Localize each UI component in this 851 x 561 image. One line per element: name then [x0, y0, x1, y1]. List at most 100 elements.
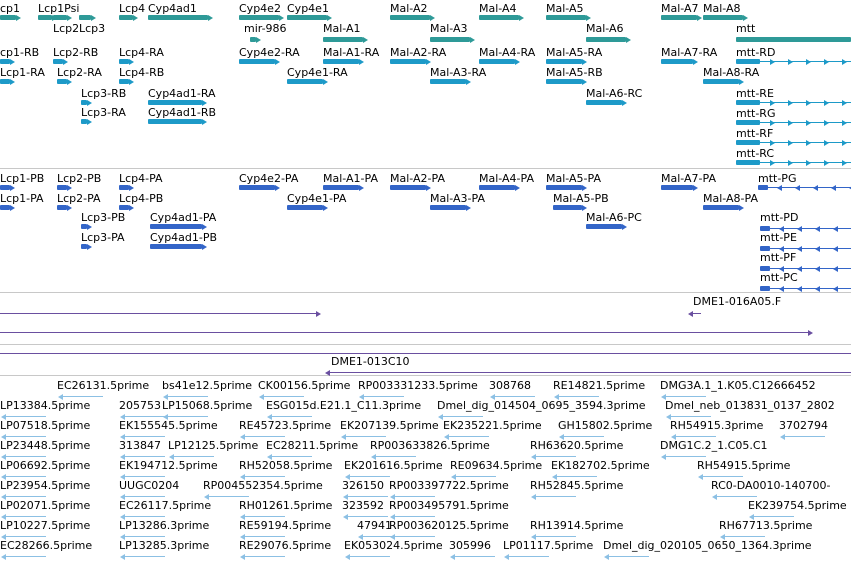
gene-feature[interactable] — [119, 15, 133, 20]
est-label[interactable]: 205753 — [119, 399, 161, 412]
protein-feature[interactable] — [661, 185, 693, 190]
est-label[interactable]: 326150 — [342, 479, 384, 492]
transcript-label[interactable]: mtt-RF — [736, 127, 774, 140]
gene-feature[interactable] — [38, 15, 52, 20]
gene-label[interactable]: Mal-A1 — [323, 22, 361, 35]
gene-label[interactable]: Cyp4e1 — [287, 2, 329, 15]
protein-label[interactable]: Lcp2-PA — [57, 192, 101, 205]
est-label[interactable]: UUGC0204 — [119, 479, 180, 492]
protein-feature[interactable] — [81, 244, 87, 249]
protein-label[interactable]: Mal-A3-PA — [430, 192, 485, 205]
protein-label[interactable]: Lcp1-PB — [0, 172, 45, 185]
gene-label[interactable]: Mal-A3 — [430, 22, 468, 35]
protein-feature[interactable] — [150, 244, 202, 249]
est-label[interactable]: DMG1C.2_1.C05.C1 — [660, 439, 768, 452]
est-label[interactable]: Dmel_neb_013831_0137_2802 — [665, 399, 835, 412]
est-label[interactable]: LP15068.5prime — [162, 399, 253, 412]
gene-label[interactable]: Mal-A8 — [703, 2, 741, 15]
clone-line[interactable] — [330, 372, 851, 373]
gene-feature[interactable] — [430, 37, 470, 42]
gene-label[interactable]: Mal-A5 — [546, 2, 584, 15]
transcript-label[interactable]: Lcp3-RB — [81, 87, 127, 100]
est-label[interactable]: LP10227.5prime — [0, 519, 91, 532]
est-label[interactable]: RH54915.3prime — [670, 419, 764, 432]
est-label[interactable]: RC0-DA0010-140700- — [711, 479, 831, 492]
gene-feature[interactable] — [586, 37, 626, 42]
clone-line[interactable] — [693, 313, 701, 314]
protein-label[interactable]: Mal-A5-PA — [546, 172, 601, 185]
est-label[interactable]: RE14821.5prime — [553, 379, 646, 392]
gene-label[interactable]: Lcp4 — [119, 2, 146, 15]
est-label[interactable]: EK182702.5prime — [551, 459, 650, 472]
gene-feature[interactable] — [287, 15, 327, 20]
transcript-feature[interactable] — [703, 79, 739, 84]
gene-label[interactable]: Lcp3 — [79, 22, 106, 35]
transcript-feature[interactable] — [53, 59, 63, 64]
protein-label[interactable]: Lcp2-PB — [57, 172, 102, 185]
transcript-feature[interactable] — [81, 119, 87, 124]
protein-feature[interactable] — [430, 205, 466, 210]
gene-feature[interactable] — [148, 15, 208, 20]
gene-label[interactable]: Mal-A7 — [661, 2, 699, 15]
est-label[interactable]: ESG015d.E21.1_C11.3prime — [266, 399, 422, 412]
protein-feature[interactable] — [150, 224, 202, 229]
transcript-feature[interactable] — [736, 160, 760, 165]
est-label[interactable]: GH15802.5prime — [558, 419, 653, 432]
transcript-feature[interactable] — [119, 59, 129, 64]
est-label[interactable]: LP01117.5prime — [503, 539, 594, 552]
est-label[interactable]: LP13285.3prime — [119, 539, 210, 552]
est-label[interactable]: 47941 — [357, 519, 392, 532]
protein-feature[interactable] — [0, 185, 10, 190]
transcript-feature[interactable] — [546, 79, 582, 84]
est-label[interactable]: EK194712.5prime — [119, 459, 218, 472]
est-label[interactable]: EC26117.5prime — [119, 499, 212, 512]
transcript-label[interactable]: cp1-RB — [0, 46, 40, 59]
protein-label[interactable]: Cyp4e2-PA — [239, 172, 299, 185]
protein-feature[interactable] — [553, 205, 582, 210]
transcript-label[interactable]: Lcp3-RA — [81, 106, 126, 119]
est-label[interactable]: 308768 — [489, 379, 531, 392]
est-label[interactable]: RH63620.5prime — [530, 439, 624, 452]
transcript-feature[interactable] — [0, 79, 10, 84]
transcript-feature[interactable] — [390, 59, 426, 64]
transcript-feature[interactable] — [148, 100, 202, 105]
gene-label[interactable]: Lcp2 — [53, 22, 80, 35]
clone-line[interactable] — [0, 332, 808, 333]
est-label[interactable]: LP06692.5prime — [0, 459, 91, 472]
transcript-feature[interactable] — [736, 120, 760, 125]
protein-feature[interactable] — [479, 185, 515, 190]
est-label[interactable]: EK235221.5prime — [443, 419, 542, 432]
est-label[interactable]: LP12125.5prime — [168, 439, 259, 452]
est-label[interactable]: LP23448.5prime — [0, 439, 91, 452]
protein-label[interactable]: Lcp1-PA — [0, 192, 44, 205]
est-label[interactable]: EC28211.5prime — [266, 439, 359, 452]
gene-feature[interactable] — [736, 37, 851, 42]
gene-feature[interactable] — [79, 15, 91, 20]
est-label[interactable]: EK155545.5prime — [119, 419, 218, 432]
est-label[interactable]: EC28266.5prime — [0, 539, 93, 552]
gene-label[interactable]: Cyp4ad1 — [148, 2, 197, 15]
gene-label[interactable]: Cyp4e2 — [239, 2, 281, 15]
est-label[interactable]: EK239754.5prime — [748, 499, 847, 512]
transcript-label[interactable]: Mal-A6-RC — [586, 87, 643, 100]
transcript-label[interactable]: mtt-RD — [736, 46, 776, 59]
protein-label[interactable]: mtt-PE — [760, 231, 797, 244]
protein-label[interactable]: Lcp4-PB — [119, 192, 164, 205]
transcript-label[interactable]: Lcp4-RA — [119, 46, 164, 59]
est-label[interactable]: EC26131.5prime — [57, 379, 150, 392]
protein-feature[interactable] — [0, 205, 10, 210]
protein-label[interactable]: mtt-PC — [760, 271, 798, 284]
protein-feature[interactable] — [760, 286, 770, 291]
transcript-feature[interactable] — [586, 100, 622, 105]
transcript-feature[interactable] — [323, 59, 359, 64]
protein-feature[interactable] — [586, 224, 622, 229]
protein-label[interactable]: mtt-PD — [760, 211, 799, 224]
est-label[interactable]: EK053024.5prime — [344, 539, 443, 552]
est-label[interactable]: RH67713.5prime — [719, 519, 813, 532]
clone-label[interactable]: DME1-013C10 — [331, 355, 410, 368]
transcript-feature[interactable] — [119, 79, 129, 84]
est-label[interactable]: 313847 — [119, 439, 161, 452]
est-label[interactable]: 305996 — [449, 539, 491, 552]
est-label[interactable]: RH52845.5prime — [530, 479, 624, 492]
protein-feature[interactable] — [758, 185, 768, 190]
